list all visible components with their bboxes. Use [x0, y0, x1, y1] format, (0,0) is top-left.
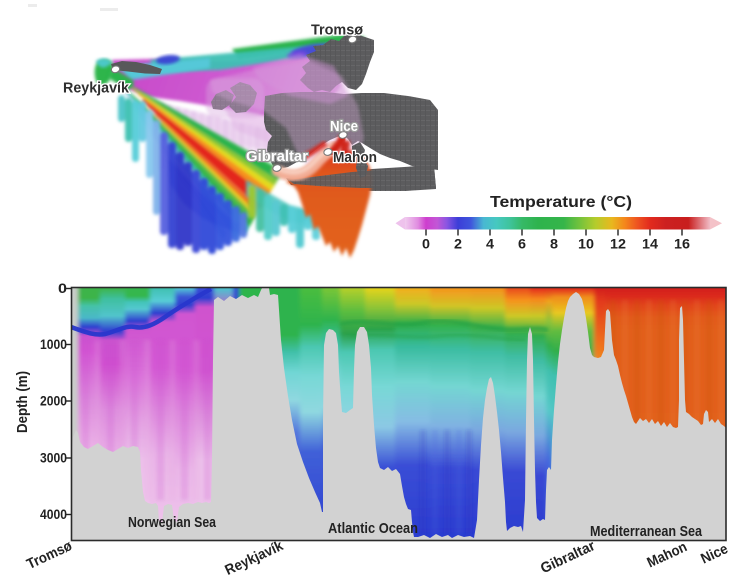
svg-text:3000: 3000 — [40, 451, 67, 466]
svg-text:Tromsø: Tromsø — [311, 22, 364, 39]
svg-text:14: 14 — [642, 237, 659, 252]
svg-text:Nice: Nice — [330, 118, 358, 135]
svg-text:Reykjavík: Reykjavík — [63, 80, 130, 97]
svg-text:Norwegian Sea: Norwegian Sea — [128, 514, 217, 531]
svg-text:4000: 4000 — [40, 507, 67, 522]
svg-text:Atlantic Ocean: Atlantic Ocean — [328, 520, 418, 537]
svg-text:1000: 1000 — [40, 337, 67, 352]
svg-text:4: 4 — [486, 237, 495, 252]
svg-text:16: 16 — [674, 237, 691, 252]
svg-text:12: 12 — [610, 237, 626, 252]
svg-text:0: 0 — [58, 281, 67, 296]
svg-text:0: 0 — [422, 237, 430, 252]
svg-text:Mahon: Mahon — [333, 149, 377, 166]
svg-text:Gibraltar: Gibraltar — [246, 148, 308, 165]
svg-text:10: 10 — [578, 237, 594, 252]
svg-text:Depth (m): Depth (m) — [15, 371, 31, 433]
svg-text:2: 2 — [454, 237, 462, 252]
svg-text:2000: 2000 — [40, 394, 67, 409]
svg-text:Temperature (°C): Temperature (°C) — [490, 194, 632, 211]
svg-text:8: 8 — [550, 237, 559, 252]
svg-text:Mediterranean Sea: Mediterranean Sea — [590, 523, 703, 540]
svg-text:6: 6 — [518, 237, 527, 252]
